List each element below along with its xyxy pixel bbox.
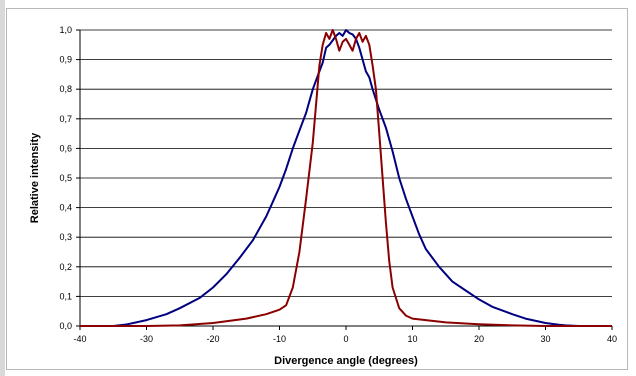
x-tick-label: 20: [474, 334, 484, 344]
series-line-1: [80, 29, 612, 327]
x-tick-label: 40: [607, 334, 617, 344]
x-tick-label: 0: [343, 334, 348, 344]
x-tick-label: 10: [407, 334, 417, 344]
y-axis-title: Relative intensity: [29, 132, 41, 223]
y-tick-label: 0,1: [59, 291, 72, 301]
chart-frame: [6, 8, 628, 370]
x-tick-label: 30: [540, 334, 550, 344]
y-tick-label: 0,2: [59, 262, 72, 272]
series-lines: [80, 29, 612, 327]
y-tick-label: 0,8: [59, 84, 72, 94]
axes: [76, 29, 613, 330]
series-line-0: [80, 29, 612, 327]
y-tick-label: 1,0: [59, 25, 72, 35]
y-tick-label: 0,6: [59, 143, 72, 153]
y-tick-labels: 0,0 0,1 0,2 0,3 0,4 0,5 0,6 0,7 0,8 0,9 1,0: [59, 25, 72, 331]
x-tick-label: -30: [140, 334, 153, 344]
y-tick-label: 0,9: [59, 55, 72, 65]
x-tick-labels: -40 -30 -20 -10 0 10 20 30 40: [73, 334, 617, 344]
y-tick-label: 0,3: [59, 232, 72, 242]
gridlines: [80, 29, 612, 327]
y-tick-label: 0,7: [59, 114, 72, 124]
window-edge: [0, 0, 5, 376]
x-tick-label: -10: [273, 334, 286, 344]
y-tick-label: 0,0: [59, 321, 72, 331]
x-axis-title: Divergence angle (degrees): [274, 355, 418, 367]
x-tick-label: -40: [73, 334, 86, 344]
x-tick-label: -20: [206, 334, 219, 344]
y-tick-label: 0,5: [59, 173, 72, 183]
y-tick-label: 0,4: [59, 203, 72, 213]
